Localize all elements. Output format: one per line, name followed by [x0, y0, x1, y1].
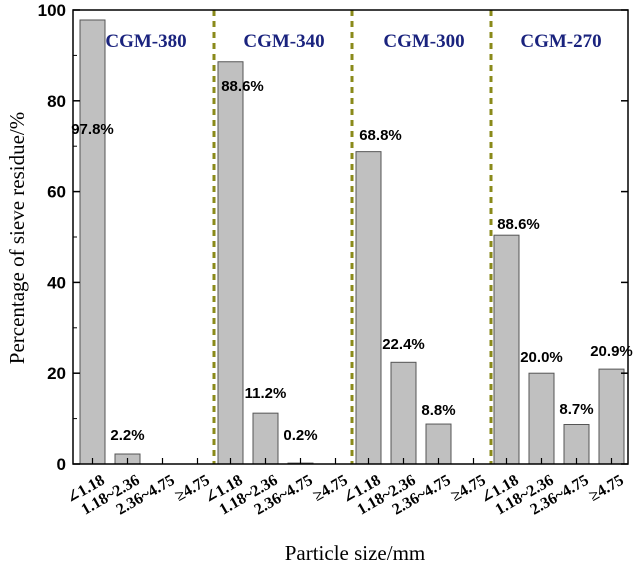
data-label: 97.8%: [71, 121, 114, 138]
y-axis-title: Percentage of sieve residue/%: [5, 112, 29, 364]
group-title: CGM-340: [243, 31, 324, 52]
y-tick-label: 0: [57, 455, 66, 474]
group-title: CGM-380: [105, 31, 186, 52]
data-label: 20.9%: [590, 343, 633, 360]
y-tick-label: 20: [47, 364, 66, 383]
y-tick-label: 40: [47, 273, 66, 292]
data-label: 88.6%: [221, 78, 264, 95]
bar: [528, 372, 555, 465]
data-label: 68.8%: [359, 127, 402, 144]
data-label: 0.2%: [283, 427, 317, 444]
bar: [390, 361, 417, 465]
data-label: 8.8%: [421, 402, 455, 419]
data-labels: CGM-380 97.8% 2.2% CGM-340 88.6% 11.2% 0.2% CGM…: [71, 31, 633, 444]
group-title: CGM-300: [383, 31, 464, 52]
bar: [217, 61, 244, 465]
data-label: 8.7%: [559, 401, 593, 418]
bar: [563, 424, 590, 465]
bars: [79, 19, 625, 465]
y-tick-label: 80: [47, 92, 66, 111]
x-tick-label: ≥4.75: [586, 472, 626, 505]
bar: [598, 368, 625, 465]
data-label: 2.2%: [110, 427, 144, 444]
data-label: 88.6%: [497, 216, 540, 233]
y-tick-label: 100: [38, 1, 66, 20]
group-title: CGM-270: [520, 31, 601, 52]
x-axis-title: Particle size/mm: [285, 541, 426, 565]
bar: [252, 412, 279, 465]
bar: [493, 234, 520, 465]
bar: [425, 423, 452, 465]
data-label: 22.4%: [382, 336, 425, 353]
y-tick-label: 60: [47, 183, 66, 202]
group-dividers: [212, 10, 493, 464]
data-label: 11.2%: [245, 385, 287, 402]
data-label: 20.0%: [520, 349, 563, 366]
bar: [79, 19, 106, 465]
bar: [355, 151, 382, 465]
